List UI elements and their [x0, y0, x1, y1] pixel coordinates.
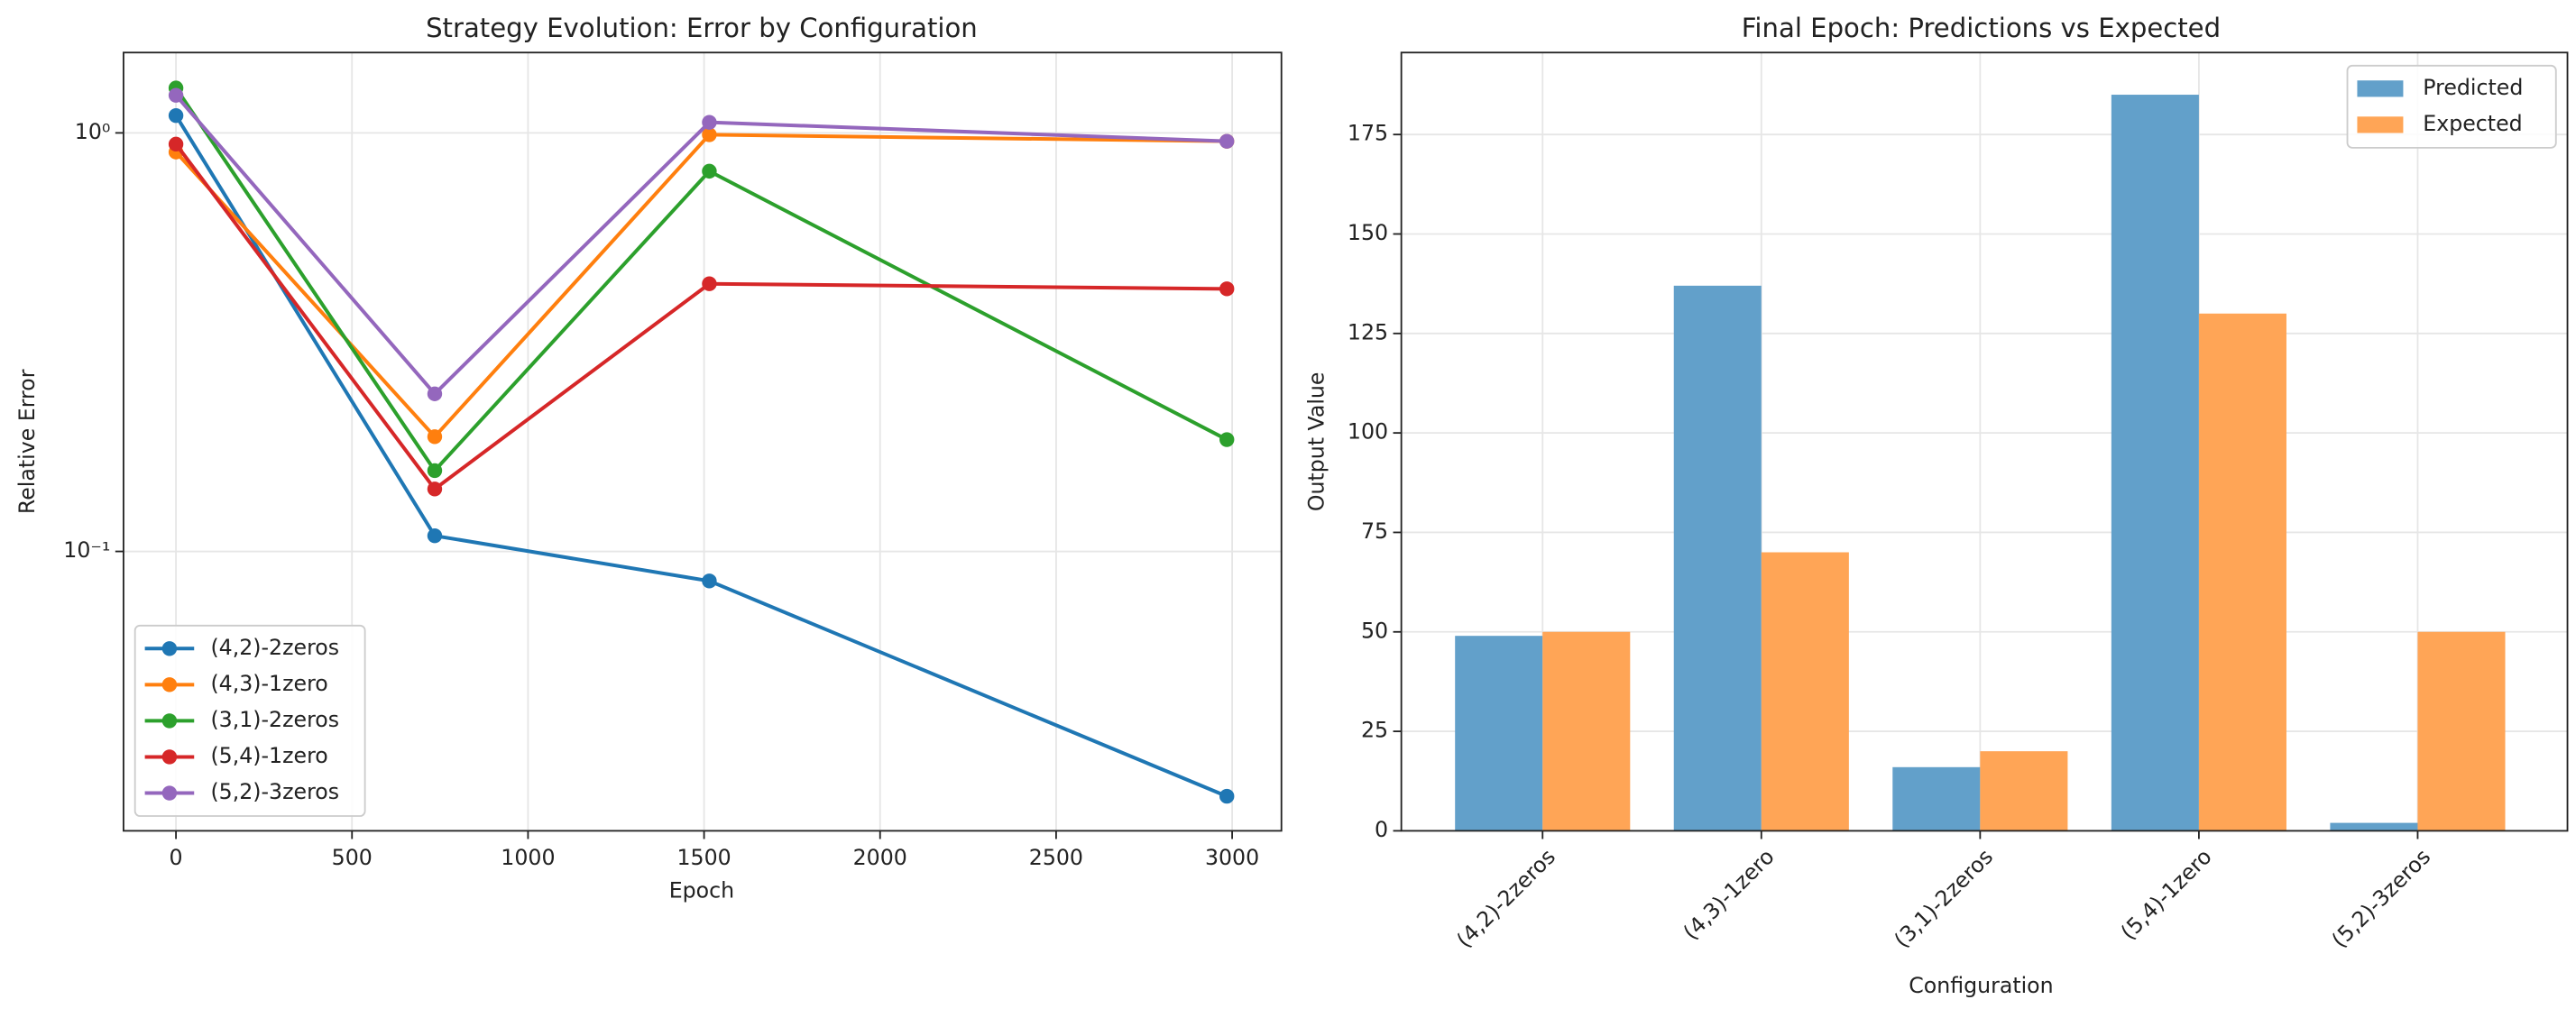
y-axis-label: Relative Error: [14, 369, 40, 514]
y-tick-label: 100: [1348, 419, 1388, 445]
plot-frame: [123, 51, 1283, 832]
x-tick-label: 1000: [501, 845, 555, 870]
legend-label: (3,1)-2zeros: [210, 707, 339, 732]
data-point: [168, 87, 184, 103]
data-point: [702, 127, 717, 142]
bar: [1542, 631, 1631, 831]
data-point: [427, 386, 443, 401]
legend-box: [133, 624, 366, 817]
y-axis-label: Output Value: [1303, 372, 1329, 512]
legend-marker: [161, 749, 178, 765]
x-tick-label: 3000: [1205, 845, 1259, 870]
data-point: [427, 481, 443, 497]
data-point: [1219, 281, 1235, 297]
y-tick-label: 125: [1348, 319, 1388, 344]
x-tick-label: 1500: [676, 845, 731, 870]
series-line: [174, 142, 1228, 492]
bar: [1980, 751, 2068, 831]
data-point: [702, 573, 717, 589]
y-tick-label: 50: [1361, 618, 1388, 643]
legend-label: Predicted: [2423, 75, 2523, 100]
data-point: [168, 136, 184, 152]
x-tick-label: 2000: [853, 845, 907, 870]
plot-frame: [1400, 51, 2569, 832]
data-point: [1219, 788, 1235, 804]
chart-title: Strategy Evolution: Error by Configurati…: [426, 13, 978, 43]
x-tick-label: (4,3)-1zero: [1679, 844, 1780, 945]
legend-label: Expected: [2423, 111, 2522, 136]
y-tick-label: 0: [1375, 817, 1388, 842]
data-point: [1219, 133, 1235, 149]
bar: [1761, 552, 1849, 831]
bar: [2330, 822, 2418, 831]
data-point: [427, 463, 443, 479]
bar: [2198, 313, 2286, 831]
y-tick-label: 75: [1361, 518, 1388, 544]
chart-title: Final Epoch: Predictions vs Expected: [1742, 13, 2221, 43]
x-tick-label: 0: [170, 845, 183, 870]
data-point: [427, 527, 443, 544]
data-point: [702, 115, 717, 130]
legend-marker: [161, 713, 178, 729]
data-point: [702, 276, 717, 291]
legend-label: (5,2)-3zeros: [210, 779, 339, 804]
series-line: [174, 94, 1228, 397]
data-point: [1219, 432, 1235, 447]
legend-label: (4,2)-2zeros: [210, 635, 339, 660]
y-tick-label: 150: [1348, 220, 1388, 245]
bar: [1455, 636, 1543, 831]
x-tick-label: (5,2)-3zeros: [2327, 844, 2436, 953]
y-tick-label: 10⁰: [75, 119, 111, 144]
data-point: [702, 163, 717, 179]
x-axis-label: Configuration: [1909, 973, 2053, 998]
legend-patch: [2357, 116, 2404, 133]
bar: [2417, 631, 2506, 831]
y-tick-label: 10⁻¹: [63, 537, 110, 563]
series-line: [174, 87, 1228, 474]
x-tick-label: (3,1)-2zeros: [1889, 844, 1998, 953]
series-line: [174, 115, 1228, 798]
legend-marker: [161, 785, 178, 801]
bar: [1892, 766, 1981, 831]
y-tick-label: 25: [1361, 718, 1388, 743]
x-axis-label: Epoch: [669, 877, 734, 903]
x-tick-label: 2500: [1029, 845, 1083, 870]
y-tick-label: 175: [1348, 121, 1388, 146]
legend-label: (5,4)-1zero: [210, 743, 327, 768]
legend-marker: [161, 641, 178, 656]
bar: [2111, 95, 2199, 831]
x-tick-label: 500: [332, 845, 373, 870]
x-tick-label: (4,2)-2zeros: [1451, 844, 1560, 953]
legend-patch: [2357, 80, 2404, 97]
data-point: [427, 429, 443, 445]
legend-label: (4,3)-1zero: [210, 671, 327, 696]
legend-marker: [161, 677, 178, 692]
data-point: [168, 107, 184, 124]
bar: [1673, 285, 1762, 831]
x-tick-label: (5,4)-1zero: [2116, 844, 2217, 945]
series-line: [174, 133, 1228, 440]
